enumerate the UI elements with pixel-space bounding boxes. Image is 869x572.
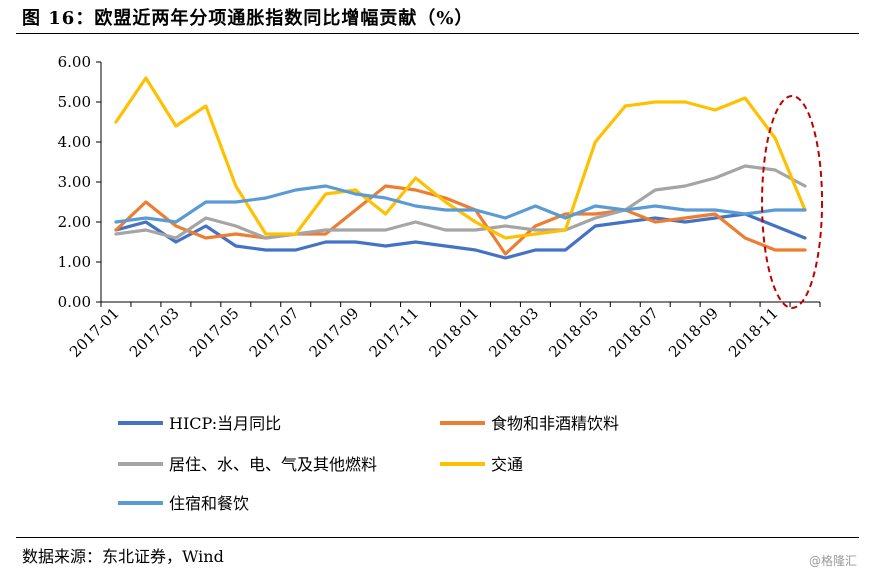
highlight-ellipse xyxy=(761,95,824,309)
chart-series xyxy=(114,76,807,260)
x-tick-label: 2017-09 xyxy=(306,304,363,361)
y-tick-label: 2.00 xyxy=(58,213,91,231)
y-tick-label: 6.00 xyxy=(58,53,91,71)
x-tick-label: 2017-03 xyxy=(126,304,183,361)
x-tick-label: 2017-11 xyxy=(366,304,423,361)
y-tick-label: 0.00 xyxy=(58,293,91,311)
legend-label-4: 交通 xyxy=(491,455,523,474)
chart-annotation xyxy=(761,95,824,309)
bottom-rule xyxy=(16,537,859,538)
series-line-5 xyxy=(114,184,807,224)
x-tick-label: 2018-01 xyxy=(425,304,482,361)
legend-label-5: 住宿和餐饮 xyxy=(169,494,249,513)
x-tick-label: 2017-05 xyxy=(186,304,243,361)
y-tick-label: 3.00 xyxy=(58,173,91,191)
legend-label-2: 食物和非酒精饮料 xyxy=(491,414,619,433)
x-tick-label: 2018-11 xyxy=(725,304,782,361)
chart-title: 图 16：欧盟近两年分项通胀指数同比增幅贡献（%） xyxy=(22,8,474,29)
y-tick-label: 1.00 xyxy=(58,253,91,271)
source-note: 数据来源：东北证券，Wind xyxy=(22,547,224,566)
series-line-3 xyxy=(114,164,807,240)
x-tick-label: 2017-01 xyxy=(66,304,123,361)
legend-label-3: 居住、水、电、气及其他燃料 xyxy=(169,455,377,474)
x-tick-label: 2017-07 xyxy=(246,304,303,361)
series-line-4 xyxy=(114,76,807,240)
x-tick-label: 2018-05 xyxy=(545,304,602,361)
x-tick-label: 2018-03 xyxy=(485,304,542,361)
x-tick-label: 2018-07 xyxy=(605,304,662,361)
x-tick-label: 2018-09 xyxy=(665,304,722,361)
top-rule xyxy=(16,33,859,34)
series-line-1 xyxy=(114,212,807,260)
y-tick-label: 5.00 xyxy=(58,93,91,111)
legend-label-1: HICP:当月同比 xyxy=(169,414,281,433)
series-line-2 xyxy=(114,184,807,256)
watermark: @格隆汇 xyxy=(808,554,857,568)
y-tick-label: 4.00 xyxy=(58,133,91,151)
